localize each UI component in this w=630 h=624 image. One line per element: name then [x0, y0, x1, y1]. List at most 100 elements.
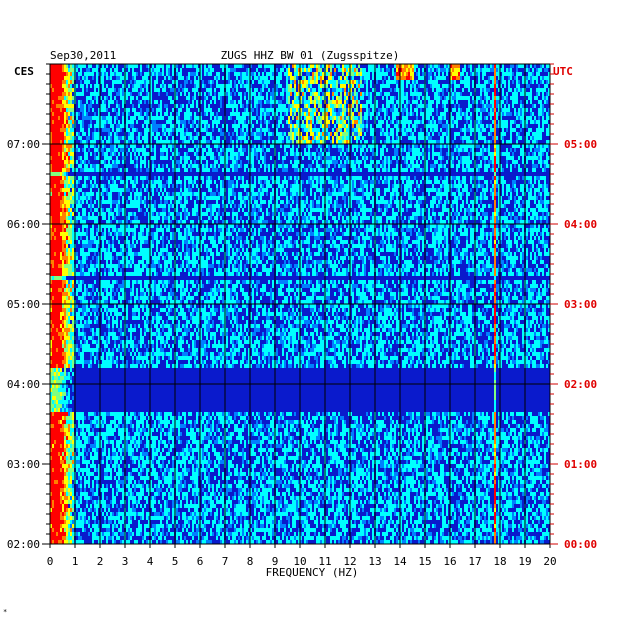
spectrogram-cell — [70, 72, 72, 76]
spectrogram-cell — [298, 72, 300, 76]
spectrogram-cell — [386, 72, 388, 76]
spectrogram-cell — [196, 184, 198, 188]
spectrogram-cell — [530, 184, 532, 188]
spectrogram-cell — [204, 68, 206, 72]
spectrogram-cell — [408, 80, 410, 84]
spectrogram-cell — [298, 96, 300, 100]
spectrogram-cell — [338, 100, 340, 104]
spectrogram-cell — [330, 100, 332, 104]
spectrogram-cell — [184, 84, 186, 88]
spectrogram-cell — [410, 104, 412, 108]
spectrogram-cell — [354, 88, 356, 92]
spectrogram-cell — [468, 84, 470, 88]
spectrogram-cell — [366, 116, 368, 120]
spectrogram-cell — [202, 152, 204, 156]
spectrogram-cell — [348, 148, 350, 152]
spectrogram-cell — [310, 120, 312, 124]
spectrogram-cell — [354, 180, 356, 184]
spectrogram-cell — [508, 152, 510, 156]
spectrogram-cell — [66, 180, 68, 184]
spectrogram-cell — [220, 84, 222, 88]
spectrogram-cell — [292, 64, 294, 68]
spectrogram-cell — [234, 124, 236, 128]
spectrogram-cell — [372, 136, 374, 140]
spectrogram-cell — [494, 100, 496, 104]
spectrogram-cell — [110, 68, 112, 72]
spectrogram-cell — [90, 92, 92, 96]
spectrogram-cell — [116, 124, 118, 128]
spectrogram-cell — [182, 164, 184, 168]
spectrogram-cell — [222, 92, 224, 96]
spectrogram-cell — [416, 64, 418, 68]
spectrogram-cell — [506, 120, 508, 124]
spectrogram-cell — [508, 156, 510, 160]
spectrogram-cell — [294, 112, 296, 116]
spectrogram-cell — [268, 72, 270, 76]
spectrogram-cell — [64, 188, 66, 192]
spectrogram-cell — [254, 72, 256, 76]
spectrogram-cell — [390, 176, 392, 180]
spectrogram-cell — [248, 88, 250, 92]
spectrogram-cell — [240, 96, 242, 100]
spectrogram-cell — [218, 116, 220, 120]
spectrogram-cell — [82, 184, 84, 188]
spectrogram-cell — [462, 128, 464, 132]
spectrogram-cell — [532, 104, 534, 108]
spectrogram-cell — [204, 156, 206, 160]
spectrogram-cell — [298, 120, 300, 124]
spectrogram-cell — [116, 76, 118, 80]
spectrogram-cell — [450, 152, 452, 156]
spectrogram-cell — [272, 140, 274, 144]
spectrogram-cell — [240, 164, 242, 168]
spectrogram-cell — [364, 112, 366, 116]
spectrogram-cell — [364, 104, 366, 108]
spectrogram-cell — [222, 84, 224, 88]
spectrogram-cell — [142, 180, 144, 184]
spectrogram-cell — [384, 108, 386, 112]
spectrogram-cell — [522, 144, 524, 148]
spectrogram-cell — [188, 188, 190, 192]
spectrogram-cell — [428, 180, 430, 184]
spectrogram-cell — [408, 64, 410, 68]
spectrogram-cell — [140, 88, 142, 92]
spectrogram-cell — [358, 112, 360, 116]
spectrogram-cell — [272, 64, 274, 68]
spectrogram-cell — [146, 136, 148, 140]
spectrogram-cell — [292, 80, 294, 84]
spectrogram-cell — [192, 120, 194, 124]
spectrogram-cell — [446, 84, 448, 88]
spectrogram-cell — [494, 184, 496, 188]
spectrogram-cell — [438, 88, 440, 92]
spectrogram-cell — [492, 84, 494, 88]
spectrogram-cell — [66, 88, 68, 92]
spectrogram-cell — [528, 68, 530, 72]
spectrogram-cell — [78, 156, 80, 160]
spectrogram-cell — [138, 136, 140, 140]
spectrogram-cell — [210, 80, 212, 84]
spectrogram-cell — [344, 164, 346, 168]
spectrogram-cell — [438, 188, 440, 192]
spectrogram-cell — [366, 140, 368, 144]
spectrogram-cell — [330, 80, 332, 84]
spectrogram-cell — [450, 88, 452, 92]
spectrogram-cell — [416, 116, 418, 120]
spectrogram-cell — [160, 188, 162, 192]
spectrogram-cell — [116, 68, 118, 72]
spectrogram-cell — [440, 176, 442, 180]
spectrogram-cell — [438, 156, 440, 160]
spectrogram-cell — [210, 132, 212, 136]
spectrogram-cell — [178, 112, 180, 116]
spectrogram-cell — [146, 140, 148, 144]
spectrogram-cell — [208, 104, 210, 108]
spectrogram-cell — [388, 132, 390, 136]
spectrogram-cell — [270, 156, 272, 160]
spectrogram-cell — [250, 176, 252, 180]
spectrogram-cell — [348, 124, 350, 128]
spectrogram-cell — [540, 88, 542, 92]
spectrogram-cell — [322, 108, 324, 112]
spectrogram-cell — [386, 80, 388, 84]
spectrogram-cell — [330, 68, 332, 72]
spectrogram-cell — [250, 108, 252, 112]
spectrogram-cell — [370, 96, 372, 100]
spectrogram-cell — [486, 184, 488, 188]
